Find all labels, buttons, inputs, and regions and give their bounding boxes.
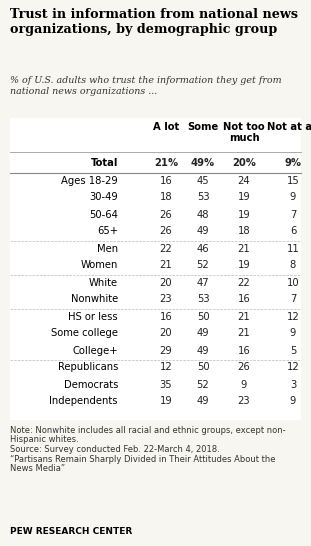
Text: HS or less: HS or less — [68, 312, 118, 322]
Text: 18: 18 — [238, 227, 250, 236]
Text: Men: Men — [97, 244, 118, 253]
Text: Women: Women — [81, 260, 118, 270]
Text: Note: Nonwhite includes all racial and ethnic groups, except non-: Note: Nonwhite includes all racial and e… — [10, 426, 285, 435]
Text: 21: 21 — [238, 312, 250, 322]
Text: 11: 11 — [287, 244, 299, 253]
Text: 7: 7 — [290, 294, 296, 305]
Text: 48: 48 — [197, 210, 209, 219]
Text: Nonwhite: Nonwhite — [71, 294, 118, 305]
Text: 52: 52 — [197, 260, 209, 270]
Bar — [10, 118, 301, 420]
Text: 9: 9 — [290, 193, 296, 203]
Text: A lot: A lot — [153, 122, 179, 132]
Text: 19: 19 — [160, 396, 172, 407]
Text: % of U.S. adults who trust the information they get from
national news organizat: % of U.S. adults who trust the informati… — [10, 76, 282, 96]
Text: 24: 24 — [238, 175, 250, 186]
Text: 46: 46 — [197, 244, 209, 253]
Text: 50: 50 — [197, 312, 209, 322]
Text: 50: 50 — [197, 363, 209, 372]
Text: 12: 12 — [160, 363, 172, 372]
Text: 9: 9 — [290, 396, 296, 407]
Text: Hispanic whites.: Hispanic whites. — [10, 436, 79, 444]
Text: Some college: Some college — [51, 329, 118, 339]
Text: 19: 19 — [238, 193, 250, 203]
Text: 9: 9 — [241, 379, 247, 389]
Text: 15: 15 — [287, 175, 299, 186]
Text: White: White — [89, 277, 118, 288]
Text: 9%: 9% — [285, 158, 301, 169]
Text: 49%: 49% — [191, 158, 215, 169]
Text: PEW RESEARCH CENTER: PEW RESEARCH CENTER — [10, 527, 132, 536]
Text: 47: 47 — [197, 277, 209, 288]
Text: 3: 3 — [290, 379, 296, 389]
Text: 49: 49 — [197, 346, 209, 355]
Text: 12: 12 — [287, 363, 299, 372]
Text: 26: 26 — [160, 227, 172, 236]
Text: 12: 12 — [287, 312, 299, 322]
Text: 21: 21 — [238, 244, 250, 253]
Text: 35: 35 — [160, 379, 172, 389]
Text: Total: Total — [91, 158, 118, 169]
Text: 9: 9 — [290, 329, 296, 339]
Text: 16: 16 — [238, 346, 250, 355]
Text: 45: 45 — [197, 175, 209, 186]
Text: 26: 26 — [160, 210, 172, 219]
Text: 49: 49 — [197, 329, 209, 339]
Text: Some: Some — [187, 122, 219, 132]
Text: 20: 20 — [160, 277, 172, 288]
Text: 29: 29 — [160, 346, 172, 355]
Text: 16: 16 — [238, 294, 250, 305]
Text: 50-64: 50-64 — [89, 210, 118, 219]
Text: 53: 53 — [197, 193, 209, 203]
Text: Ages 18-29: Ages 18-29 — [61, 175, 118, 186]
Text: 7: 7 — [290, 210, 296, 219]
Text: 21: 21 — [160, 260, 172, 270]
Text: 22: 22 — [238, 277, 250, 288]
Text: 21: 21 — [238, 329, 250, 339]
Text: 23: 23 — [160, 294, 172, 305]
Text: 23: 23 — [238, 396, 250, 407]
Text: 16: 16 — [160, 312, 172, 322]
Text: Democrats: Democrats — [64, 379, 118, 389]
Text: 8: 8 — [290, 260, 296, 270]
Text: College+: College+ — [72, 346, 118, 355]
Text: 20%: 20% — [232, 158, 256, 169]
Text: 49: 49 — [197, 396, 209, 407]
Text: 6: 6 — [290, 227, 296, 236]
Text: 22: 22 — [160, 244, 172, 253]
Text: 30-49: 30-49 — [89, 193, 118, 203]
Text: 26: 26 — [238, 363, 250, 372]
Text: News Media”: News Media” — [10, 464, 65, 473]
Text: Republicans: Republicans — [58, 363, 118, 372]
Text: 10: 10 — [287, 277, 299, 288]
Text: “Partisans Remain Sharply Divided in Their Attitudes About the: “Partisans Remain Sharply Divided in The… — [10, 454, 276, 464]
Text: 52: 52 — [197, 379, 209, 389]
Text: 18: 18 — [160, 193, 172, 203]
Text: 5: 5 — [290, 346, 296, 355]
Text: 19: 19 — [238, 210, 250, 219]
Text: 49: 49 — [197, 227, 209, 236]
Text: 19: 19 — [238, 260, 250, 270]
Text: 16: 16 — [160, 175, 172, 186]
Text: Trust in information from national news
organizations, by demographic group: Trust in information from national news … — [10, 8, 298, 37]
Text: Not at all: Not at all — [267, 122, 311, 132]
Text: 20: 20 — [160, 329, 172, 339]
Text: Independents: Independents — [49, 396, 118, 407]
Text: 21%: 21% — [154, 158, 178, 169]
Text: 65+: 65+ — [97, 227, 118, 236]
Text: Not too
much: Not too much — [223, 122, 265, 143]
Text: 53: 53 — [197, 294, 209, 305]
Text: Source: Survey conducted Feb. 22-March 4, 2018.: Source: Survey conducted Feb. 22-March 4… — [10, 445, 220, 454]
